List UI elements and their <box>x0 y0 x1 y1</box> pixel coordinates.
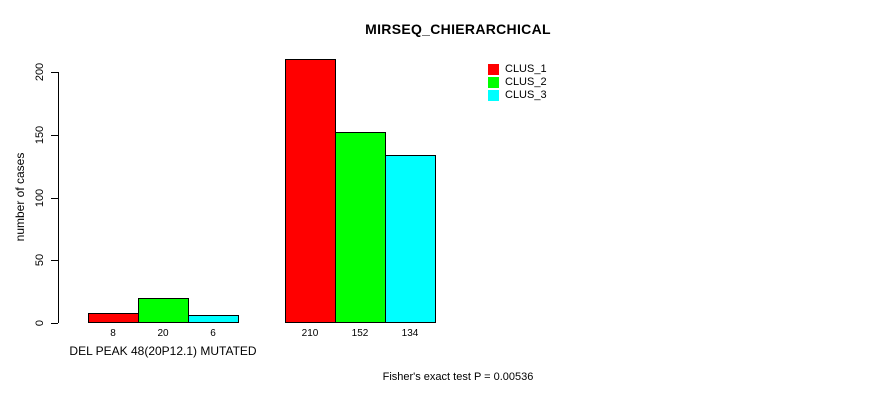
bar-value-label: 8 <box>110 328 116 339</box>
y-tick-label: 50 <box>34 253 46 267</box>
legend-item-clus_1: CLUS_1 <box>488 63 547 76</box>
bar-value-label: 20 <box>157 328 169 339</box>
chart-title: MIRSEQ_CHIERARCHICAL <box>365 21 551 37</box>
y-tick-label: 0 <box>34 319 46 327</box>
bar-clus_3-group1 <box>188 315 239 323</box>
bar-clus_2-group1 <box>138 298 189 323</box>
legend-label: CLUS_1 <box>505 63 547 75</box>
bar-clus_1-group1 <box>88 313 139 323</box>
legend-swatch-clus_3 <box>488 90 499 101</box>
x-axis-label: DEL PEAK 48(20P12.1) MUTATED <box>69 344 257 358</box>
bar-clus_1-group2 <box>285 59 336 323</box>
bar-clus_2-group2 <box>335 132 386 323</box>
legend: CLUS_1 CLUS_2 CLUS_3 <box>488 63 547 102</box>
bar-clus_3-group2 <box>385 155 436 323</box>
bar-value-label: 134 <box>401 328 419 339</box>
y-tick <box>51 135 58 136</box>
legend-item-clus_2: CLUS_2 <box>488 76 547 89</box>
legend-item-clus_3: CLUS_3 <box>488 89 547 102</box>
y-tick <box>51 72 58 73</box>
y-tick-label: 200 <box>34 62 46 82</box>
bar-value-label: 152 <box>351 328 369 339</box>
y-tick-label: 100 <box>34 188 46 208</box>
y-tick <box>51 198 58 199</box>
legend-label: CLUS_2 <box>505 76 547 88</box>
y-tick <box>51 323 58 324</box>
pvalue-annotation: Fisher's exact test P = 0.00536 <box>382 371 534 383</box>
y-axis-line <box>58 72 59 323</box>
y-tick-label: 150 <box>34 125 46 145</box>
bar-value-label: 6 <box>210 328 216 339</box>
legend-swatch-clus_1 <box>488 64 499 75</box>
legend-swatch-clus_2 <box>488 77 499 88</box>
legend-label: CLUS_3 <box>505 89 547 101</box>
bar-value-label: 210 <box>301 328 319 339</box>
y-tick <box>51 260 58 261</box>
